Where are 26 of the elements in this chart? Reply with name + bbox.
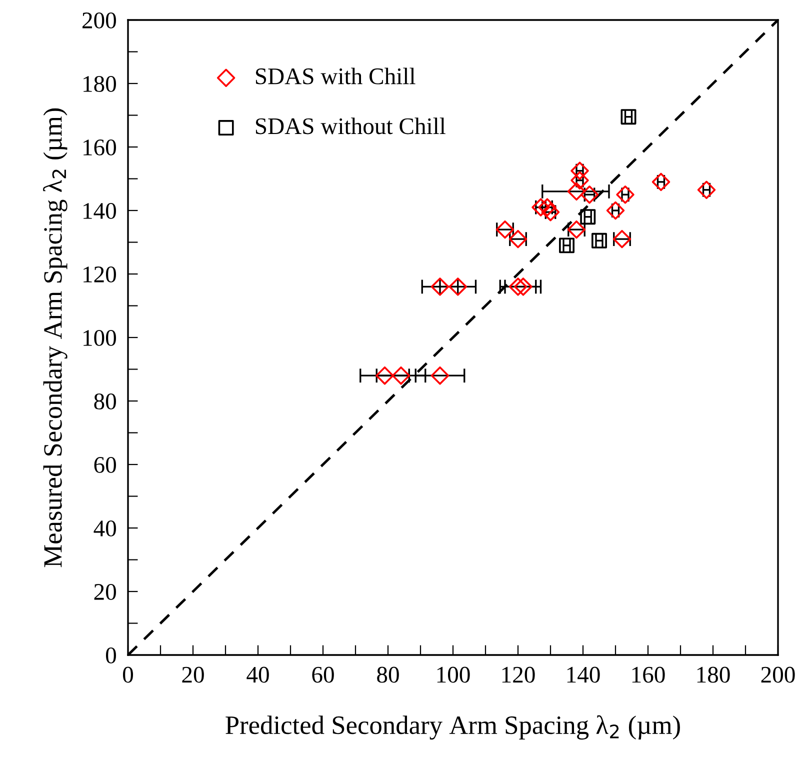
x-tick-label: 140 — [567, 666, 600, 683]
x-tick-label: 40 — [246, 666, 269, 683]
legend-label: SDAS without Chill — [256, 118, 446, 134]
y-tick-label: 80 — [94, 393, 116, 410]
y-tick-label: 40 — [94, 520, 116, 536]
y-tick-label: 180 — [84, 76, 116, 92]
y-tick-label: 20 — [94, 584, 116, 600]
x-tick-label: 180 — [697, 666, 730, 683]
x-tick-label: 160 — [632, 666, 665, 683]
y-tick-label: 200 — [82, 12, 116, 28]
x-tick-label: 80 — [377, 666, 399, 683]
y-tick-label: 0 — [106, 647, 116, 664]
x-tick-label: 100 — [437, 666, 470, 683]
x-tick-label: 120 — [502, 666, 535, 683]
x-tick-label: 20 — [182, 666, 204, 683]
x-tick-label: 0 — [122, 666, 134, 683]
y-tick-label: 160 — [84, 139, 116, 156]
x-tick-label: 200 — [761, 666, 795, 683]
y-tick-label: 140 — [84, 202, 116, 219]
y-tick-label: 60 — [94, 456, 116, 473]
x-tick-label: 60 — [312, 666, 334, 683]
y-axis-title: Measured Secondary Arm Spacing λ$_{2}$ (µm) — [43, 108, 68, 568]
x-axis-title: Predicted Secondary Arm Spacing λ$_{2}$ (µm) — [226, 715, 680, 740]
y-tick-label: 100 — [84, 330, 116, 346]
y-tick-label: 120 — [84, 266, 116, 282]
legend-label: SDAS with Chill — [256, 68, 416, 84]
